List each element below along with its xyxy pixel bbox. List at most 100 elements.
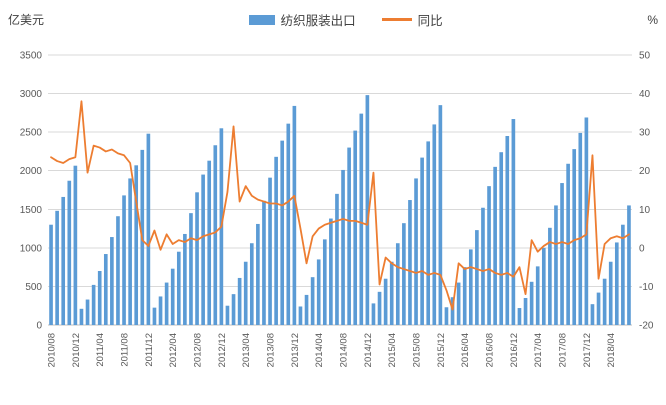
svg-text:2012/12: 2012/12 [217, 333, 228, 367]
export-bar [67, 180, 72, 325]
export-bar [341, 169, 345, 325]
legend: 纺织服装出口 同比 [44, 10, 647, 29]
export-bar [389, 261, 394, 325]
svg-text:1500: 1500 [20, 205, 43, 216]
legend-item-yoy: 同比 [381, 10, 443, 29]
export-bar [110, 237, 114, 325]
legend-label-yoy: 同比 [417, 14, 443, 28]
export-bar [450, 297, 455, 325]
export-bar [249, 243, 254, 325]
svg-text:1000: 1000 [20, 243, 43, 254]
yoy-line-series [50, 100, 630, 311]
export-bar [170, 268, 175, 325]
export-bar [183, 233, 187, 325]
export-bar [335, 193, 339, 325]
svg-text:2016/08: 2016/08 [485, 333, 496, 367]
export-bar [554, 205, 558, 325]
svg-text:2013/12: 2013/12 [290, 333, 301, 367]
svg-text:2013/04: 2013/04 [241, 333, 252, 367]
export-bar [414, 178, 418, 325]
export-bar [627, 205, 631, 325]
right-axis-unit-label: % [647, 12, 658, 27]
export-bar [310, 277, 315, 325]
export-bar [365, 95, 370, 325]
export-bar [286, 123, 291, 326]
export-bar [578, 132, 583, 325]
svg-text:2012/04: 2012/04 [168, 333, 179, 367]
export-bar [499, 152, 504, 325]
export-bar [61, 196, 66, 325]
export-bar [316, 259, 321, 325]
svg-text:2017/08: 2017/08 [558, 333, 569, 367]
export-bar [541, 247, 546, 325]
svg-text:-20: -20 [639, 321, 654, 332]
export-bar [511, 119, 516, 326]
export-bar [329, 218, 333, 325]
svg-text:3000: 3000 [20, 89, 43, 100]
svg-text:2015/12: 2015/12 [436, 333, 447, 367]
export-bar [298, 306, 303, 325]
export-bar [602, 278, 607, 325]
export-bar [55, 210, 59, 325]
export-bar [268, 177, 272, 325]
svg-text:20: 20 [639, 166, 651, 177]
export-bar [608, 261, 613, 325]
export-bar [395, 243, 400, 325]
export-bar [353, 130, 358, 325]
export-bar [438, 105, 443, 326]
svg-text:50: 50 [639, 51, 651, 62]
export-bar [195, 192, 199, 325]
export-bar [189, 213, 193, 325]
export-bar [572, 149, 577, 325]
svg-text:2014/08: 2014/08 [339, 333, 350, 367]
export-bar [152, 307, 157, 325]
export-bar [621, 224, 625, 325]
export-bar [201, 174, 205, 325]
export-bar [371, 303, 376, 325]
export-bar [420, 157, 424, 325]
svg-text:30: 30 [639, 128, 651, 139]
svg-text:2012/08: 2012/08 [193, 333, 204, 367]
svg-text:2500: 2500 [20, 128, 43, 139]
export-bar [231, 294, 236, 325]
export-bars-series [49, 95, 631, 326]
export-bar [158, 296, 163, 325]
export-bar [280, 140, 285, 325]
left-axis-tick-labels: 0 500 1000 1500 2000 2500 3000 3500 [20, 51, 43, 332]
svg-text:2016/12: 2016/12 [509, 333, 520, 367]
export-bar [49, 224, 53, 325]
x-axis-tick-labels: 2010/08 2010/12 2011/04 2011/08 2011/12 2012/… [47, 333, 618, 367]
svg-text:2017/04: 2017/04 [533, 333, 544, 367]
svg-text:2018/04: 2018/04 [606, 333, 617, 367]
export-bar [523, 298, 528, 325]
export-bar [262, 200, 266, 325]
svg-text:2011/12: 2011/12 [144, 333, 155, 367]
svg-text:0: 0 [639, 243, 645, 254]
svg-text:2015/08: 2015/08 [412, 333, 423, 367]
export-bar [584, 117, 589, 325]
export-bar [304, 294, 309, 325]
svg-text:3500: 3500 [20, 51, 43, 62]
export-bar [383, 278, 388, 325]
svg-text:40: 40 [639, 89, 651, 100]
export-bar [97, 271, 102, 325]
export-bar [560, 183, 564, 325]
svg-text:2011/04: 2011/04 [95, 333, 106, 367]
export-bar [596, 292, 601, 325]
line-series-swatch-icon [381, 18, 412, 21]
export-bar [274, 156, 278, 325]
svg-text:500: 500 [25, 282, 42, 293]
svg-text:2010/08: 2010/08 [47, 333, 58, 367]
export-bar [614, 242, 619, 325]
export-bar [475, 230, 479, 325]
export-bar [505, 136, 510, 325]
svg-text:2014/04: 2014/04 [314, 333, 325, 367]
export-bar [243, 261, 248, 325]
export-bar [146, 133, 151, 325]
export-bar [529, 281, 534, 325]
export-bar [481, 207, 485, 325]
svg-text:-10: -10 [639, 282, 654, 293]
export-bar [85, 299, 90, 325]
export-bar [408, 200, 412, 325]
svg-text:2011/08: 2011/08 [120, 333, 131, 367]
